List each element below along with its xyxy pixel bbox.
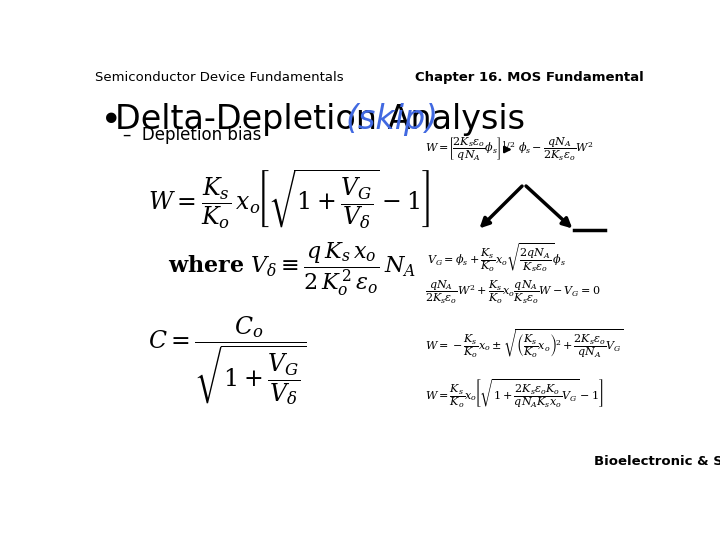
Text: $W = -\dfrac{K_s}{K_o}x_o \pm \sqrt{\left(\dfrac{K_s}{K_o}x_o\right)^{\!2} + \df: $W = -\dfrac{K_s}{K_o}x_o \pm \sqrt{\lef…: [425, 328, 624, 361]
Text: $W = \dfrac{K_s}{K_o}\,x_o\!\left[\sqrt{1+\dfrac{V_G}{V_{\delta}}}-1\right]$: $W = \dfrac{K_s}{K_o}\,x_o\!\left[\sqrt{…: [148, 167, 430, 232]
Text: (skip): (skip): [346, 103, 439, 136]
Text: $V_G = \phi_s + \dfrac{K_s}{K_o}x_o\sqrt{\dfrac{2qN_A}{K_s\varepsilon_o}}\phi_s$: $V_G = \phi_s + \dfrac{K_s}{K_o}x_o\sqrt…: [427, 242, 566, 275]
Text: Delta-Depletion Analysis: Delta-Depletion Analysis: [114, 103, 536, 136]
Text: $\phi_s - \dfrac{qN_A}{2K_s\varepsilon_o}W^2$: $\phi_s - \dfrac{qN_A}{2K_s\varepsilon_o…: [518, 136, 593, 163]
Text: Bioelectronic & Systems Lab.: Bioelectronic & Systems Lab.: [594, 455, 720, 468]
Text: –  Depletion bias: – Depletion bias: [122, 126, 261, 144]
Text: Semiconductor Device Fundamentals: Semiconductor Device Fundamentals: [94, 71, 343, 84]
Text: $\mathbf{where}\ V_{\delta} \equiv \dfrac{q\,K_s\,x_o}{2\,K_o^{\,2}\,\varepsilon: $\mathbf{where}\ V_{\delta} \equiv \dfra…: [168, 240, 415, 298]
Text: $\dfrac{qN_A}{2K_s\varepsilon_o}W^2 + \dfrac{K_s}{K_o}x_o\dfrac{qN_A}{K_s\vareps: $\dfrac{qN_A}{2K_s\varepsilon_o}W^2 + \d…: [425, 278, 600, 306]
Text: $W = \dfrac{K_s}{K_o}x_o\!\left[\sqrt{1+\dfrac{2K_s\varepsilon_o K_o}{qN_A K_s x: $W = \dfrac{K_s}{K_o}x_o\!\left[\sqrt{1+…: [425, 377, 603, 411]
Text: $C = \dfrac{C_o}{\sqrt{1+\dfrac{V_G}{V_{\delta}}}}$: $C = \dfrac{C_o}{\sqrt{1+\dfrac{V_G}{V_{…: [148, 315, 307, 408]
Text: $\bullet$: $\bullet$: [99, 100, 118, 134]
Text: Chapter 16. MOS Fundamental: Chapter 16. MOS Fundamental: [415, 71, 644, 84]
Text: $W = \!\left[\dfrac{2K_s\varepsilon_o}{qN_A}\phi_s\right]^{1/2}$: $W = \!\left[\dfrac{2K_s\varepsilon_o}{q…: [425, 136, 515, 163]
